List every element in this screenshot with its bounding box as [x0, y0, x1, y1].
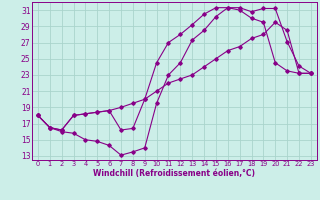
X-axis label: Windchill (Refroidissement éolien,°C): Windchill (Refroidissement éolien,°C): [93, 169, 255, 178]
